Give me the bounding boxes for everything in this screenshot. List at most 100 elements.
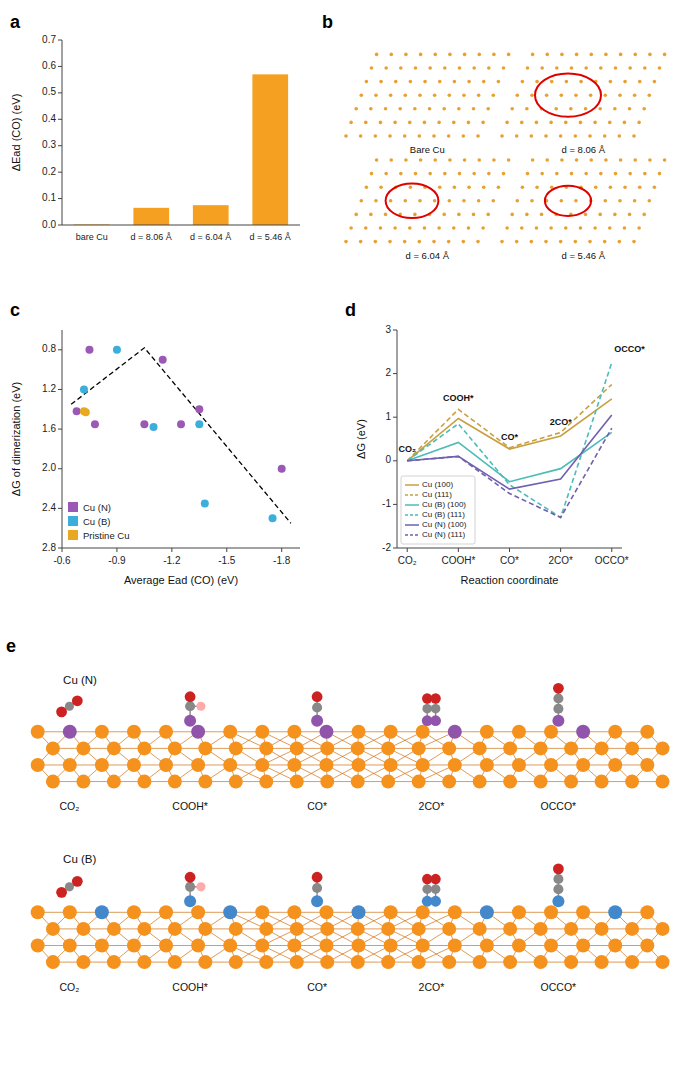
molecule <box>552 863 564 907</box>
cu-atom <box>442 955 456 969</box>
marks <box>71 346 291 523</box>
legend-frame <box>401 476 475 544</box>
cu-atom <box>505 226 509 230</box>
cu-atom <box>535 80 539 84</box>
x-tick <box>171 548 172 552</box>
cu-atom <box>229 775 243 789</box>
dopant-atom <box>63 725 77 739</box>
cu-atom <box>320 955 334 969</box>
cu-atom <box>95 939 109 953</box>
cu-atom <box>614 172 618 176</box>
point <box>73 407 81 415</box>
cu-atom <box>168 922 182 936</box>
cu-atom <box>598 107 602 111</box>
cu-atom <box>520 121 524 125</box>
cu-atom <box>319 939 333 953</box>
x-axis-line <box>62 548 300 549</box>
cu-atom <box>530 93 534 97</box>
cu-atom <box>534 955 548 969</box>
x-tick-label: d = 6.04 Å <box>190 232 231 242</box>
cu-atom <box>487 66 491 70</box>
y-tick <box>393 504 397 505</box>
panel-letter: d <box>345 300 356 320</box>
bar <box>193 205 229 225</box>
cu-atom <box>476 240 480 244</box>
ring <box>535 74 601 117</box>
point <box>113 346 121 354</box>
cu-atom <box>477 199 481 203</box>
legend-handle <box>405 494 419 496</box>
molecule <box>311 691 323 726</box>
cu-atom <box>531 53 535 57</box>
cu-atom <box>658 172 662 176</box>
cu-atom <box>351 741 365 755</box>
mol-atom <box>185 691 196 702</box>
cu-atom <box>414 66 418 70</box>
cu-atom <box>127 939 141 953</box>
cu-atom <box>656 922 670 936</box>
mol-atom <box>72 695 83 706</box>
cu-atom <box>448 905 462 919</box>
cu-atom <box>374 93 378 97</box>
mol-atom <box>430 693 440 703</box>
cu-atom <box>442 107 446 111</box>
cu-atom <box>409 80 413 84</box>
cu-atom <box>497 80 501 84</box>
y-axis-line <box>397 330 398 548</box>
cu-atom <box>623 121 627 125</box>
cu-atom <box>613 107 617 111</box>
cu-atom <box>512 939 526 953</box>
cu-atom <box>609 185 613 189</box>
x-tick-label: CO* <box>500 555 519 566</box>
cu-atom <box>525 213 529 217</box>
cu-atom <box>447 134 451 138</box>
cu-atom <box>628 213 632 217</box>
cu-atom <box>31 758 45 772</box>
lattice <box>500 53 666 138</box>
cu-atom <box>530 199 534 203</box>
cu-atom <box>560 158 564 162</box>
cu-atom <box>628 107 632 111</box>
molecule <box>422 693 441 726</box>
point <box>177 420 185 428</box>
cu-atom <box>63 758 77 772</box>
cu-atom <box>576 939 590 953</box>
cu-atom <box>433 199 437 203</box>
legend: Cu (100)Cu (111)Cu (B) (100)Cu (B) (111)… <box>401 476 475 544</box>
step-label: CO₂ <box>60 800 80 812</box>
cu-atom <box>428 107 432 111</box>
y-tick-label: 1.6 <box>42 423 56 434</box>
cu-atom <box>46 775 60 789</box>
cu-atom <box>137 955 151 969</box>
x-tick <box>226 548 227 552</box>
cu-atom <box>477 93 481 97</box>
cu-atom <box>352 725 366 739</box>
cu-atom <box>477 53 481 57</box>
cu-atom <box>472 66 476 70</box>
cu-atom <box>404 158 408 162</box>
cu-atom <box>663 158 667 162</box>
cu-atom <box>290 775 304 789</box>
cu-atom <box>384 725 398 739</box>
cu-atom <box>467 121 471 125</box>
cu-atom <box>623 226 627 230</box>
step-label: CO* <box>307 800 327 812</box>
cu-atom <box>370 66 374 70</box>
cu-atom <box>549 121 553 125</box>
cu-atom <box>588 240 592 244</box>
cu-atom <box>408 121 412 125</box>
cu-atom <box>560 199 564 203</box>
cu-atom <box>379 80 383 84</box>
cu-atom <box>381 775 395 789</box>
legend-handle <box>405 534 419 536</box>
cu-atom <box>438 80 442 84</box>
cu-atom <box>658 66 662 70</box>
y-tick-label: -1 <box>382 498 391 509</box>
cu-atom <box>648 53 652 57</box>
cu-atom <box>418 93 422 97</box>
cu-atom <box>619 158 623 162</box>
cu-atom <box>544 758 558 772</box>
point <box>201 499 209 507</box>
cu-atom <box>540 213 544 217</box>
cu-atom <box>458 172 462 176</box>
